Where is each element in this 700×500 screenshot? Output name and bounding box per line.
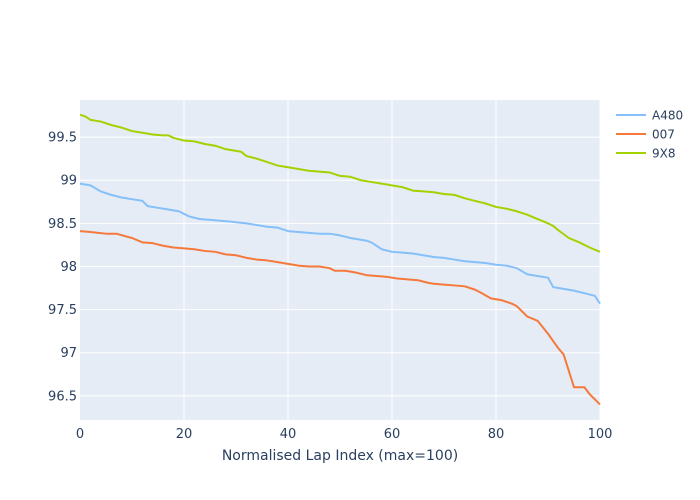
x-tick-label: 100: [588, 427, 613, 442]
legend: A480 007 9X8: [616, 109, 683, 161]
x-tick-label: 20: [176, 427, 193, 442]
grid-lines: [80, 100, 601, 420]
x-tick-label: 0: [76, 427, 84, 442]
legend-label: 9X8: [652, 147, 676, 161]
series-line-007: [79, 230, 601, 406]
x-axis-title: Normalised Lap Index (max=100): [222, 448, 458, 464]
series-line-a480: [79, 182, 601, 305]
legend-label: 007: [652, 128, 675, 142]
x-tick-label: 40: [280, 427, 297, 442]
y-tick-label: 98: [60, 260, 77, 275]
x-axis-ticks: 0 20 40 60 80 100: [76, 427, 613, 442]
legend-item-9x8[interactable]: 9X8: [616, 147, 676, 161]
y-tick-label: 96.5: [48, 389, 77, 404]
y-tick-label: 97: [60, 346, 77, 361]
y-tick-label: 99: [60, 174, 77, 189]
y-tick-label: 97.5: [48, 303, 77, 318]
series-lines: [79, 113, 601, 406]
x-tick-label: 80: [488, 427, 505, 442]
y-axis-ticks: 96.5 97 97.5 98 98.5 99 99.5: [48, 131, 77, 405]
series-line-9x8: [79, 113, 601, 253]
plot-area: [80, 100, 600, 420]
legend-item-007[interactable]: 007: [616, 128, 675, 142]
y-tick-label: 98.5: [48, 217, 77, 232]
y-tick-label: 99.5: [48, 131, 77, 146]
x-tick-label: 60: [384, 427, 401, 442]
legend-item-a480[interactable]: A480: [616, 109, 683, 123]
legend-label: A480: [652, 109, 683, 123]
